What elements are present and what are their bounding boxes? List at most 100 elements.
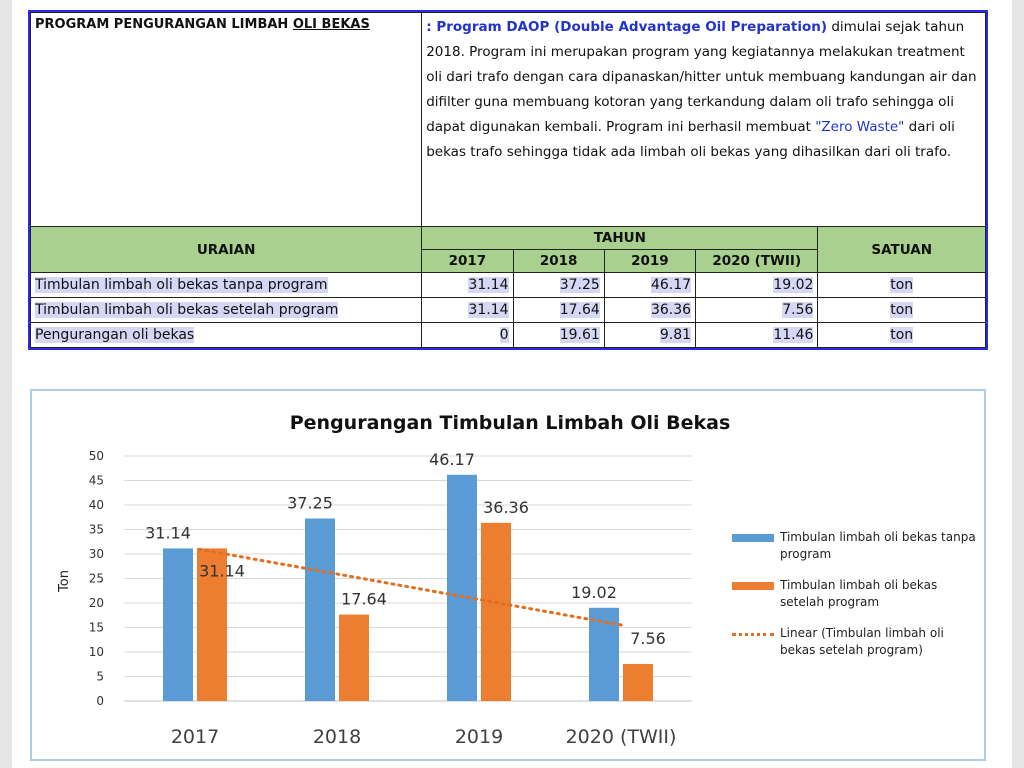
desc-colon: : [426,19,437,35]
cell-value: 11.46 [695,322,819,348]
bar [339,614,369,701]
table-row: Timbulan limbah oli bekas tanpa program … [29,272,986,298]
bar [589,607,619,701]
cell-value: 37.25 [512,272,605,298]
cell-value-text: 37.25 [559,277,600,293]
row-label: Timbulan limbah oli bekas setelah progra… [29,297,423,323]
row-label: Timbulan limbah oli bekas tanpa program [29,272,423,298]
cell-unit-text: ton [890,302,914,318]
right-frame [1012,0,1024,768]
data-label: 37.25 [287,493,333,512]
legend-dotted-line [732,633,774,636]
cell-value: 19.02 [695,272,819,298]
x-tick-label: 2018 [313,726,361,748]
y-tick-label: 20 [89,596,104,610]
header-satuan: SATUAN [817,226,986,273]
y-tick-label: 35 [89,523,104,537]
cell-value: 17.64 [512,297,605,323]
header-year: 2019 [603,249,697,273]
bar [197,548,227,701]
program-description: : Program DAOP (Double Advantage Oil Pre… [421,12,986,227]
cell-value-text: 9.81 [659,327,692,343]
cell-value-text: 46.17 [650,277,692,293]
y-tick-label: 5 [96,670,104,684]
desc-part2: dari oli bekas trafo sehingga tidak ada … [426,119,955,160]
program-name: Program DAOP (Double Advantage Oil Prepa… [436,19,828,35]
cell-value: 36.36 [603,297,697,323]
legend-item: Timbulan limbah oli bekas tanpa program [732,529,982,563]
x-tick-label: 2017 [171,726,219,748]
table-row: Pengurangan oli bekas 0 19.61 9.81 11.46… [29,322,986,348]
cell-value-text: 19.02 [773,277,814,293]
trendline [197,547,627,628]
bar [481,522,511,701]
data-label: 19.02 [571,583,617,602]
y-tick-label: 0 [96,694,104,708]
cell-value-text: 17.64 [559,302,600,318]
data-label: 7.56 [630,629,666,648]
x-tick-label: 2019 [455,726,503,748]
legend-label: Linear (Timbulan limbah oli bekas setela… [780,626,944,657]
row-label-text: Timbulan limbah oli bekas setelah progra… [35,302,339,318]
table-row: Timbulan limbah oli bekas setelah progra… [29,297,986,323]
cell-unit: ton [817,272,986,298]
zero-waste-text: "Zero Waste" [815,119,905,135]
header-year: 2017 [421,249,514,273]
y-tick-label: 30 [89,547,104,561]
chart-legend: Timbulan limbah oli bekas tanpa program … [732,529,982,673]
header-year: 2020 (TWII) [695,249,819,273]
cell-value: 31.14 [421,272,514,298]
cell-value: 9.81 [603,322,697,348]
cell-value: 31.14 [421,297,514,323]
x-tick-label: 2020 (TWII) [566,726,677,748]
data-label: 31.14 [145,523,191,542]
row-label-text: Timbulan limbah oli bekas tanpa program [35,277,328,293]
cell-value-text: 11.46 [773,327,814,343]
cell-value-text: 7.56 [782,302,814,318]
data-label: 46.17 [429,450,475,469]
header-uraian: URAIAN [29,226,423,273]
cell-unit-text: ton [890,327,914,343]
left-frame [0,0,12,768]
chart-container: Pengurangan Timbulan Limbah Oli Bekas To… [30,389,986,761]
y-tick-label: 15 [89,621,104,635]
cell-value-text: 31.14 [468,302,509,318]
bar [623,663,653,701]
cell-value-text: 19.61 [559,327,600,343]
program-title-underlined: OLI BEKAS [292,17,370,32]
program-table: PROGRAM PENGURANGAN LIMBAH OLI BEKAS : P… [28,10,988,350]
cell-unit: ton [817,322,986,348]
bar-chart: Pengurangan Timbulan Limbah Oli Bekas To… [57,412,731,748]
cell-unit: ton [817,297,986,323]
legend-item: Linear (Timbulan limbah oli bekas setela… [732,625,982,659]
cell-value: 19.61 [512,322,605,348]
y-axis-label: Ton [57,570,72,593]
chart-title: Pengurangan Timbulan Limbah Oli Bekas [290,412,731,434]
legend-item: Timbulan limbah oli bekas setelah progra… [732,577,982,611]
desc-part1: dimulai sejak tahun 2018. Program ini me… [426,19,977,135]
bar [305,518,335,701]
legend-swatch-orange [732,582,774,590]
legend-swatch-blue [732,534,774,542]
data-labels: 31.14 31.14 37.25 17.64 46.17 36.36 19.02 7.56 [145,450,666,648]
cell-value-text: 31.14 [468,277,509,293]
row-label: Pengurangan oli bekas [29,322,423,348]
axes: 0 5 10 15 20 25 30 35 40 45 50 2017 2018 2019 2020 (TW… [89,449,677,748]
program-title: PROGRAM PENGURANGAN LIMBAH OLI BEKAS [29,12,423,227]
legend-label: Timbulan limbah oli bekas tanpa program [780,530,976,561]
cell-value-text: 36.36 [650,302,692,318]
y-tick-label: 45 [89,474,104,488]
header-year: 2018 [512,249,605,273]
data-label: 36.36 [483,498,529,517]
data-label: 17.64 [341,590,387,609]
trendline-path [197,547,627,628]
cell-unit-text: ton [890,277,914,293]
y-tick-label: 50 [89,449,104,463]
y-tick-label: 10 [89,645,104,659]
y-tick-label: 25 [89,572,104,586]
header-tahun: TAHUN [421,226,819,250]
bar [163,548,193,701]
program-title-text: PROGRAM PENGURANGAN LIMBAH [35,17,293,32]
row-label-text: Pengurangan oli bekas [35,327,195,343]
cell-value-text: 0 [499,327,509,343]
